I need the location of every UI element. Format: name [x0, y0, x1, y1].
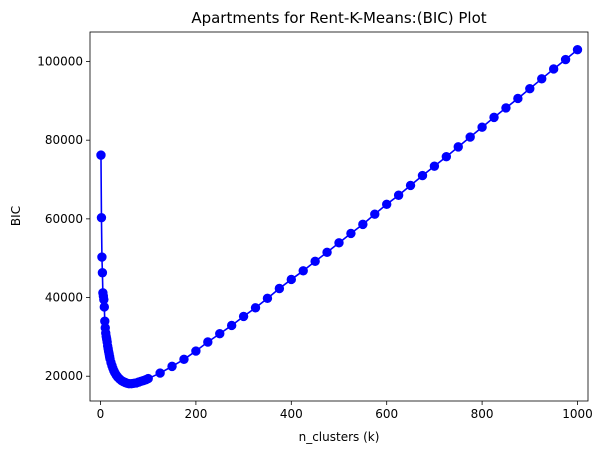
data-point	[453, 142, 463, 152]
x-tick-label: 800	[471, 407, 494, 421]
data-point	[429, 161, 440, 171]
data-point	[477, 122, 487, 132]
data-point	[370, 209, 380, 219]
data-point	[572, 45, 583, 55]
chart-title: Apartments for Rent-K-Means:(BIC) Plot	[191, 9, 486, 27]
data-point	[97, 268, 108, 278]
x-tick-label: 1000	[562, 407, 593, 421]
data-point	[238, 311, 249, 322]
data-point	[417, 170, 428, 181]
data-point	[537, 74, 547, 84]
data-point	[286, 274, 296, 285]
data-point	[250, 303, 261, 313]
x-tick-label: 400	[280, 407, 303, 421]
y-axis-label: BIC	[9, 206, 23, 226]
series-line	[100, 49, 579, 385]
data-point	[155, 368, 165, 378]
series-layer	[96, 45, 583, 389]
data-point	[298, 266, 308, 276]
data-point	[393, 190, 404, 200]
x-axis-label: n_clusters (k)	[299, 430, 380, 444]
data-point	[215, 329, 225, 339]
y-tick-label: 40000	[45, 291, 83, 305]
y-tick-label: 80000	[45, 133, 83, 147]
data-point	[143, 373, 153, 384]
data-point	[179, 354, 189, 364]
data-point	[405, 180, 416, 191]
data-point	[501, 103, 511, 113]
data-point	[525, 83, 535, 94]
x-tick-label: 200	[184, 407, 207, 421]
data-point	[548, 64, 559, 74]
data-point	[441, 152, 452, 162]
data-point	[226, 320, 237, 331]
data-point	[96, 212, 107, 223]
data-point	[191, 346, 201, 356]
data-point	[358, 219, 368, 230]
data-point	[96, 150, 106, 160]
y-tick-label: 20000	[45, 369, 83, 383]
data-point	[262, 293, 273, 304]
data-point	[382, 199, 392, 210]
data-point	[167, 361, 177, 372]
data-point	[322, 247, 332, 258]
data-point	[346, 228, 356, 239]
x-tick-label: 600	[375, 407, 398, 421]
plot-area-frame	[89, 31, 589, 402]
data-point	[99, 302, 110, 312]
data-point	[203, 337, 213, 347]
data-point	[97, 252, 107, 262]
y-tick-label: 60000	[45, 212, 83, 226]
data-point	[489, 112, 499, 123]
y-tick-label: 100000	[37, 55, 83, 69]
data-point	[465, 132, 475, 142]
axis-ticks: 0 200 400 600 800 1000 20000 40000 60000 80000 100…	[37, 55, 593, 421]
data-point	[513, 93, 523, 104]
data-point	[274, 283, 285, 294]
data-point	[560, 54, 571, 65]
data-point	[310, 256, 320, 267]
data-point	[334, 238, 344, 248]
x-tick-label: 0	[97, 407, 105, 421]
